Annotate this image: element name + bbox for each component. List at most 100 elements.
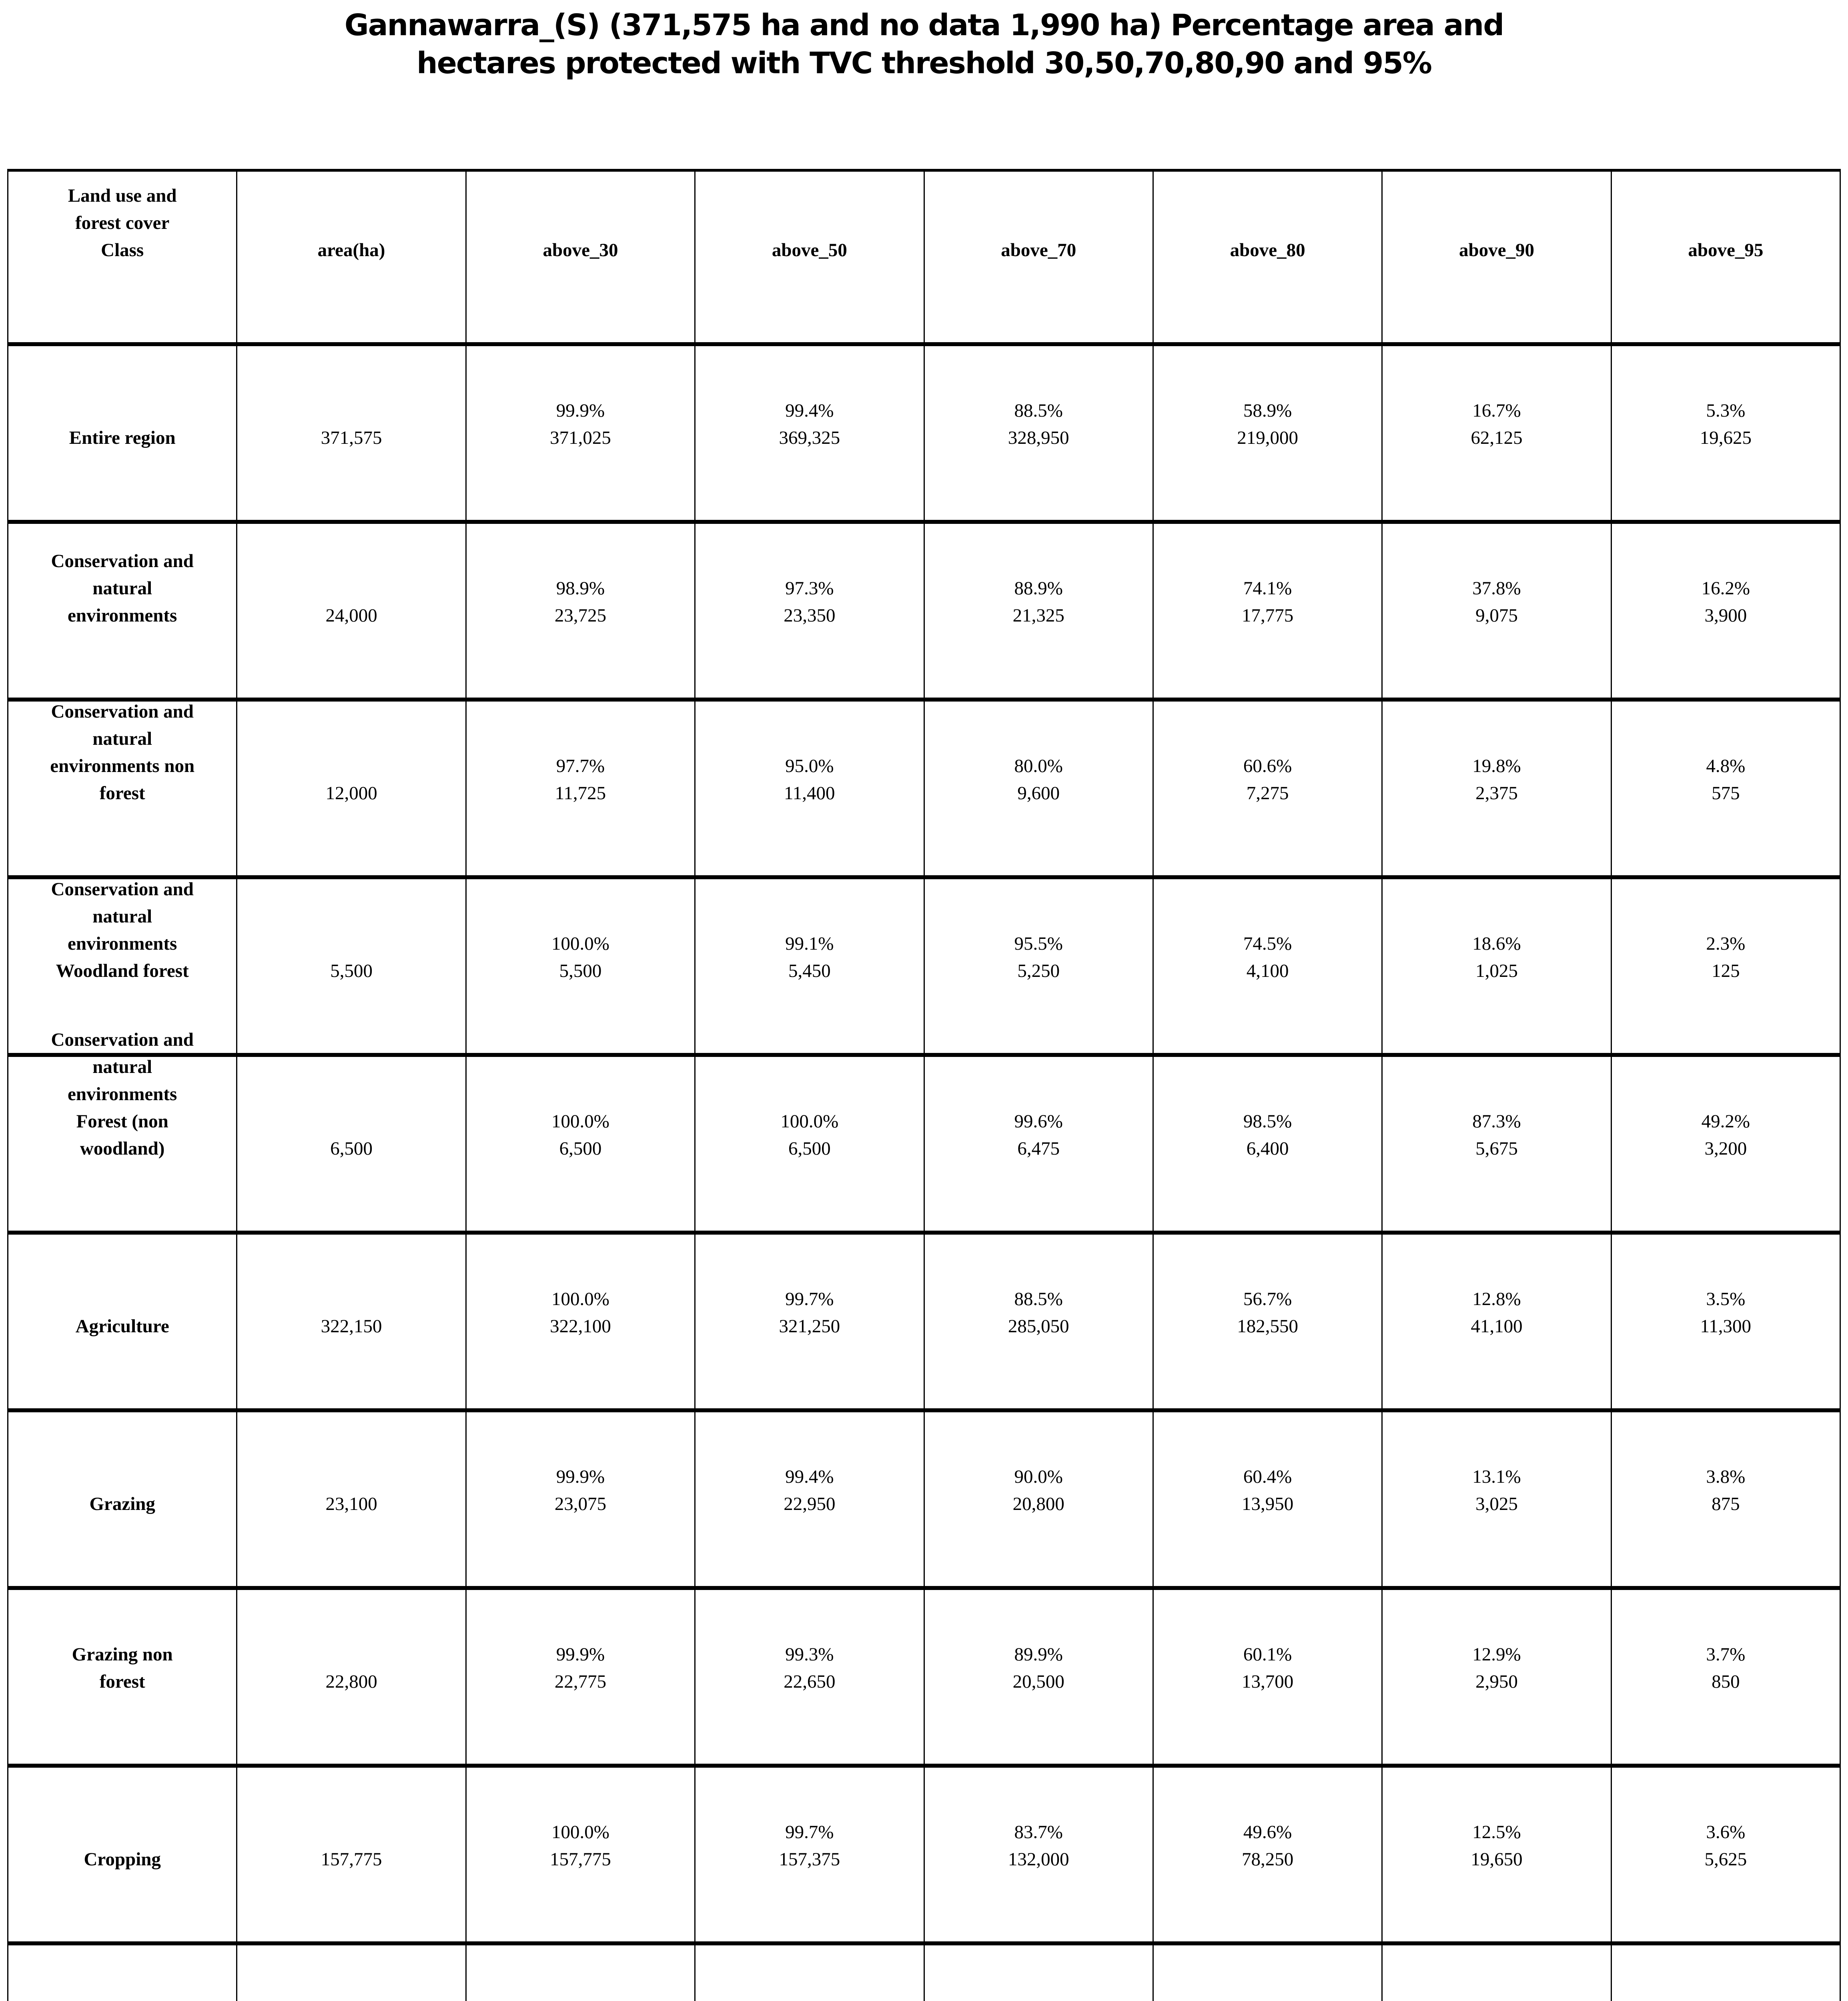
threshold-cell: 88.5% 328,950	[923, 344, 1153, 522]
threshold-cell: 3.6% 5,625	[1610, 1765, 1840, 1943]
threshold-cell: 3.4% 4,800	[1610, 1943, 1840, 2001]
cell-text: 157,775	[321, 1849, 382, 1870]
table-row: Entire region 371,575 99.9% 371,025 99.4% 3…	[8, 344, 1840, 522]
threshold-cell: 4.8% 575	[1610, 699, 1840, 877]
threshold-cell: 12.9% 2,950	[1381, 1588, 1611, 1766]
header-row: Land use and forest cover Class area(ha)…	[8, 170, 1840, 344]
cell-text: 99.3% 22,650	[784, 1644, 836, 1692]
cell-text: 37.8% 9,075	[1472, 577, 1521, 626]
table-row: Agriculture 322,150 100.0% 322,100 99.7% 32…	[8, 1232, 1840, 1410]
area-cell: 322,150	[236, 1232, 466, 1410]
area-cell: 6,500	[236, 1055, 466, 1233]
header-label: area(ha)	[317, 239, 385, 261]
cell-text: 60.1% 13,700	[1241, 1644, 1294, 1692]
cell-text: 74.5% 4,100	[1243, 933, 1292, 981]
cell-text: 88.5% 328,950	[1008, 400, 1069, 448]
threshold-cell: 12.8% 41,100	[1381, 1232, 1611, 1410]
threshold-cell: 100.0% 141,125	[465, 1943, 695, 2001]
threshold-cell: 60.1% 13,700	[1152, 1588, 1382, 1766]
cell-text: 64.0% 90,300	[1154, 1996, 1381, 2001]
class-label-cell: Entire region	[8, 344, 237, 522]
cell-text: 100.0% 6,500	[780, 1111, 839, 1159]
header-label: above_70	[1001, 239, 1076, 261]
threshold-cell: 99.7% 157,375	[694, 1765, 924, 1943]
header-cell-above-95: above_95	[1610, 170, 1840, 344]
cell-text: Grazing non forest	[72, 1644, 173, 1692]
threshold-cell: 90.0% 20,800	[923, 1410, 1153, 1588]
cell-text: 49.6% 78,250	[1241, 1821, 1294, 1870]
data-table: Land use and forest cover Class area(ha)…	[7, 169, 1841, 2001]
page-title: Gannawarra_(S) (371,575 ha and no data 1…	[344, 8, 1504, 80]
threshold-cell: 97.7% 11,725	[465, 699, 695, 877]
cell-text: 97.3% 23,350	[784, 577, 836, 626]
table-row: Conservation and natural environments Wo…	[8, 877, 1840, 1055]
threshold-cell: 95.0% 11,400	[694, 699, 924, 877]
table-body: Entire region 371,575 99.9% 371,025 99.4% 3…	[8, 344, 1840, 2001]
cell-text: 100.0% 5,500	[551, 933, 609, 981]
class-label-cell: Cropping	[8, 1766, 237, 1943]
cell-text: 3.5% 11,300	[1700, 1288, 1752, 1337]
threshold-cell: 37.8% 9,075	[1381, 521, 1611, 700]
cell-text: 16.2% 3,900	[1701, 577, 1750, 626]
cell-text: 371,575	[321, 427, 382, 448]
cell-text: 99.7% 321,250	[779, 1288, 840, 1337]
header-cell-area: area(ha)	[236, 170, 466, 344]
header-label: above_95	[1688, 239, 1764, 261]
threshold-cell: 13.1% 3,025	[1381, 1410, 1611, 1588]
cell-text: 89.9% 20,500	[1012, 1644, 1064, 1692]
header-cell-above-70: above_70	[923, 170, 1153, 344]
area-cell: 12,000	[236, 699, 466, 877]
cell-text: 18.6% 1,025	[1472, 933, 1521, 981]
threshold-cell: 99.9% 23,075	[465, 1410, 695, 1588]
cell-text: 74.1% 17,775	[1241, 577, 1294, 626]
threshold-cell: 100.0% 322,100	[465, 1232, 695, 1410]
threshold-cell: 93.6% 132,125	[923, 1943, 1153, 2001]
cell-text: 99.9% 22,775	[554, 1644, 607, 1692]
cell-text: 99.6% 6,475	[1014, 1111, 1063, 1159]
cell-text: 13.1% 3,025	[1472, 1466, 1521, 1514]
table-header: Land use and forest cover Class area(ha)…	[8, 170, 1840, 344]
class-label-cell: Grazing	[8, 1410, 237, 1588]
table-row: Conservation and natural environments 24,…	[8, 521, 1840, 700]
cell-text: 98.5% 6,400	[1243, 1111, 1292, 1159]
cell-text: 99.9% 371,025	[550, 400, 611, 448]
cell-text: 58.9% 219,000	[1237, 400, 1298, 448]
threshold-cell: 99.6% 6,475	[923, 1055, 1153, 1233]
cell-text: 88.9% 21,325	[1012, 577, 1064, 626]
table-row: Conservation and natural environments no…	[8, 699, 1840, 877]
table-row: Cropping 157,775 100.0% 157,775 99.7% 157,3…	[8, 1765, 1840, 1943]
cell-text: 12.9% 2,950	[1472, 1644, 1521, 1692]
header-cell-above-30: above_30	[465, 170, 695, 344]
cell-text: 60.4% 13,950	[1241, 1466, 1294, 1514]
cell-text: 49.2% 3,200	[1701, 1111, 1750, 1159]
threshold-cell: 74.5% 4,100	[1152, 877, 1382, 1055]
threshold-cell: 60.6% 7,275	[1152, 699, 1382, 877]
header-label: above_30	[543, 239, 618, 261]
cell-text: 99.4% 22,950	[784, 1466, 836, 1514]
threshold-cell: 100.0% 6,500	[694, 1055, 924, 1233]
area-cell: 141,150	[236, 1943, 466, 2001]
threshold-cell: 56.7% 182,550	[1152, 1232, 1382, 1410]
threshold-cell: 99.9% 371,025	[465, 344, 695, 522]
threshold-cell: 60.4% 13,950	[1152, 1410, 1382, 1588]
threshold-cell: 100.0% 5,500	[465, 877, 695, 1055]
table-row: Grazing non forest 22,800 99.9% 22,775 99.3…	[8, 1588, 1840, 1766]
threshold-cell: 99.4% 369,325	[694, 344, 924, 522]
header-label: above_90	[1459, 239, 1534, 261]
table-container: Land use and forest cover Class area(ha)…	[7, 169, 1841, 2001]
threshold-cell: 98.9% 23,725	[465, 521, 695, 700]
cell-text: 88.5% 285,050	[1008, 1288, 1069, 1337]
cell-text: 100.0% 6,500	[551, 1111, 609, 1159]
threshold-cell: 58.9% 219,000	[1152, 344, 1382, 522]
threshold-cell: 49.2% 3,200	[1610, 1055, 1840, 1233]
cell-text: 93.6% 132,125	[925, 1996, 1152, 2001]
cell-text: 6,500	[330, 1138, 373, 1159]
area-cell: 5,500	[236, 877, 466, 1055]
class-label-cell: Irrigation	[8, 1943, 237, 2001]
cell-text: 97.7% 11,725	[555, 755, 606, 804]
threshold-cell: 13.0% 18,400	[1381, 1943, 1611, 2001]
cell-text: 83.7% 132,000	[1008, 1821, 1069, 1870]
cell-text: 56.7% 182,550	[1237, 1288, 1298, 1337]
cell-text: 99.7% 157,375	[779, 1821, 840, 1870]
